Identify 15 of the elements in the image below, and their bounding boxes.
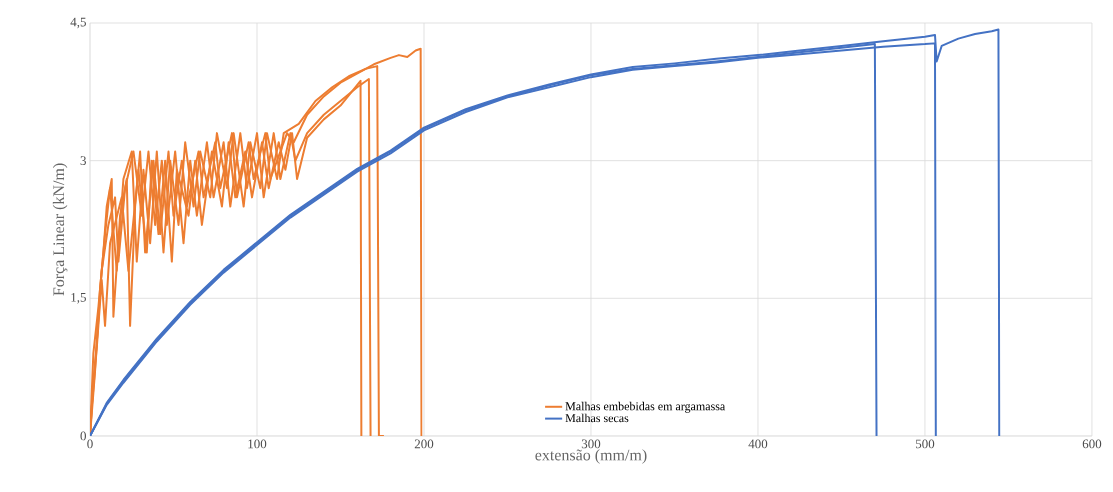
- x-tick-label: 200: [414, 439, 434, 449]
- x-tick-label: 500: [915, 439, 935, 449]
- y-axis-title: Força Linear (kN/m): [52, 163, 68, 296]
- x-axis-title: extensão (mm/m): [535, 449, 647, 464]
- x-tick-label: 100: [248, 439, 267, 449]
- y-tick-label: 1,5: [71, 293, 86, 304]
- y-tick-label: 0: [80, 431, 86, 441]
- x-tick-label: 300: [581, 439, 601, 449]
- legend-label: Malhas embebidas em argamassa: [565, 401, 726, 413]
- x-tick-label: 400: [748, 439, 768, 449]
- y-tick-label: 4,5: [70, 17, 86, 29]
- x-tick-label: 600: [1082, 439, 1102, 449]
- legend-label: Malhas secas: [565, 413, 629, 423]
- y-tick-label: 3: [80, 156, 86, 166]
- x-tick-label: 0: [87, 439, 93, 449]
